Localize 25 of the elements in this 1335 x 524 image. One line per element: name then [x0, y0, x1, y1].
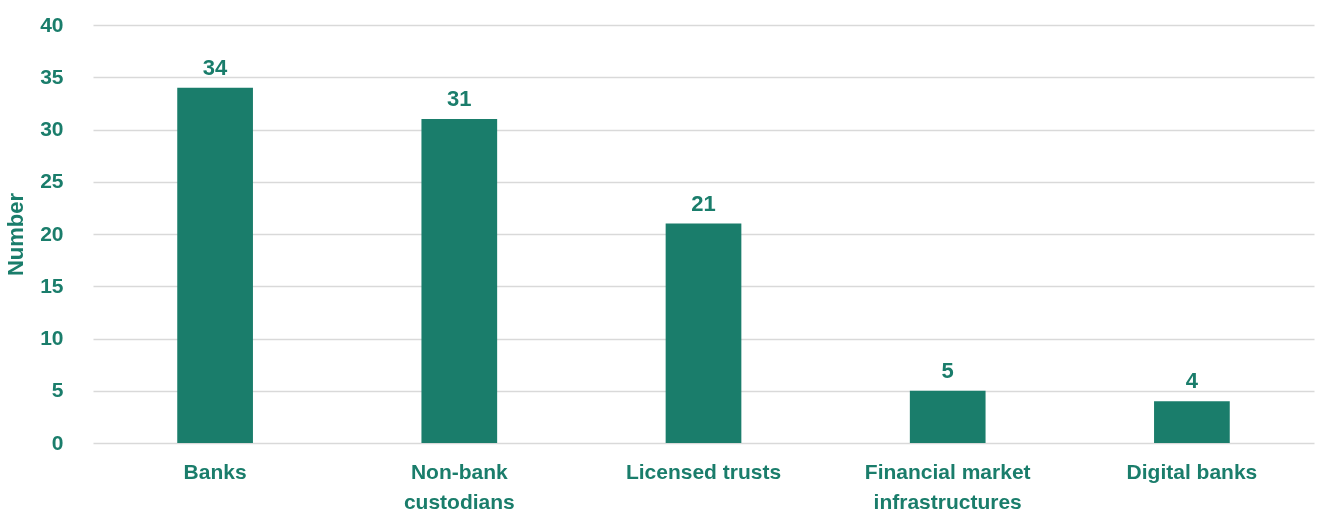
y-tick-label: 5: [51, 378, 64, 402]
x-tick-label: Non-bank custodians: [403, 459, 515, 513]
y-tick-label: 10: [40, 326, 64, 349]
data-label: 4: [1185, 368, 1199, 394]
y-tick-label: 35: [40, 64, 64, 88]
y-tick-label: 40: [40, 12, 64, 36]
x-tick-label: Financial market infrastructures: [864, 459, 1031, 513]
bar: [421, 119, 498, 443]
bar: [909, 390, 986, 443]
y-tick-label: 30: [40, 117, 64, 140]
data-label: 21: [691, 190, 716, 216]
x-tick-label: Licensed trusts: [625, 459, 782, 483]
y-tick-label: 20: [40, 221, 64, 245]
bar: [177, 87, 253, 443]
y-axis-title: Number: [3, 192, 29, 277]
data-label: 5: [941, 357, 954, 383]
x-tick-label: Digital banks: [1126, 459, 1258, 483]
y-tick-label: 25: [40, 169, 64, 193]
bar: [665, 223, 742, 443]
y-tick-label: 15: [40, 273, 64, 297]
data-label: 34: [202, 54, 229, 80]
x-tick-label: Banks: [183, 459, 247, 483]
data-label: 31: [447, 86, 472, 112]
y-tick-label: 0: [51, 430, 64, 454]
bar: [1154, 401, 1230, 443]
